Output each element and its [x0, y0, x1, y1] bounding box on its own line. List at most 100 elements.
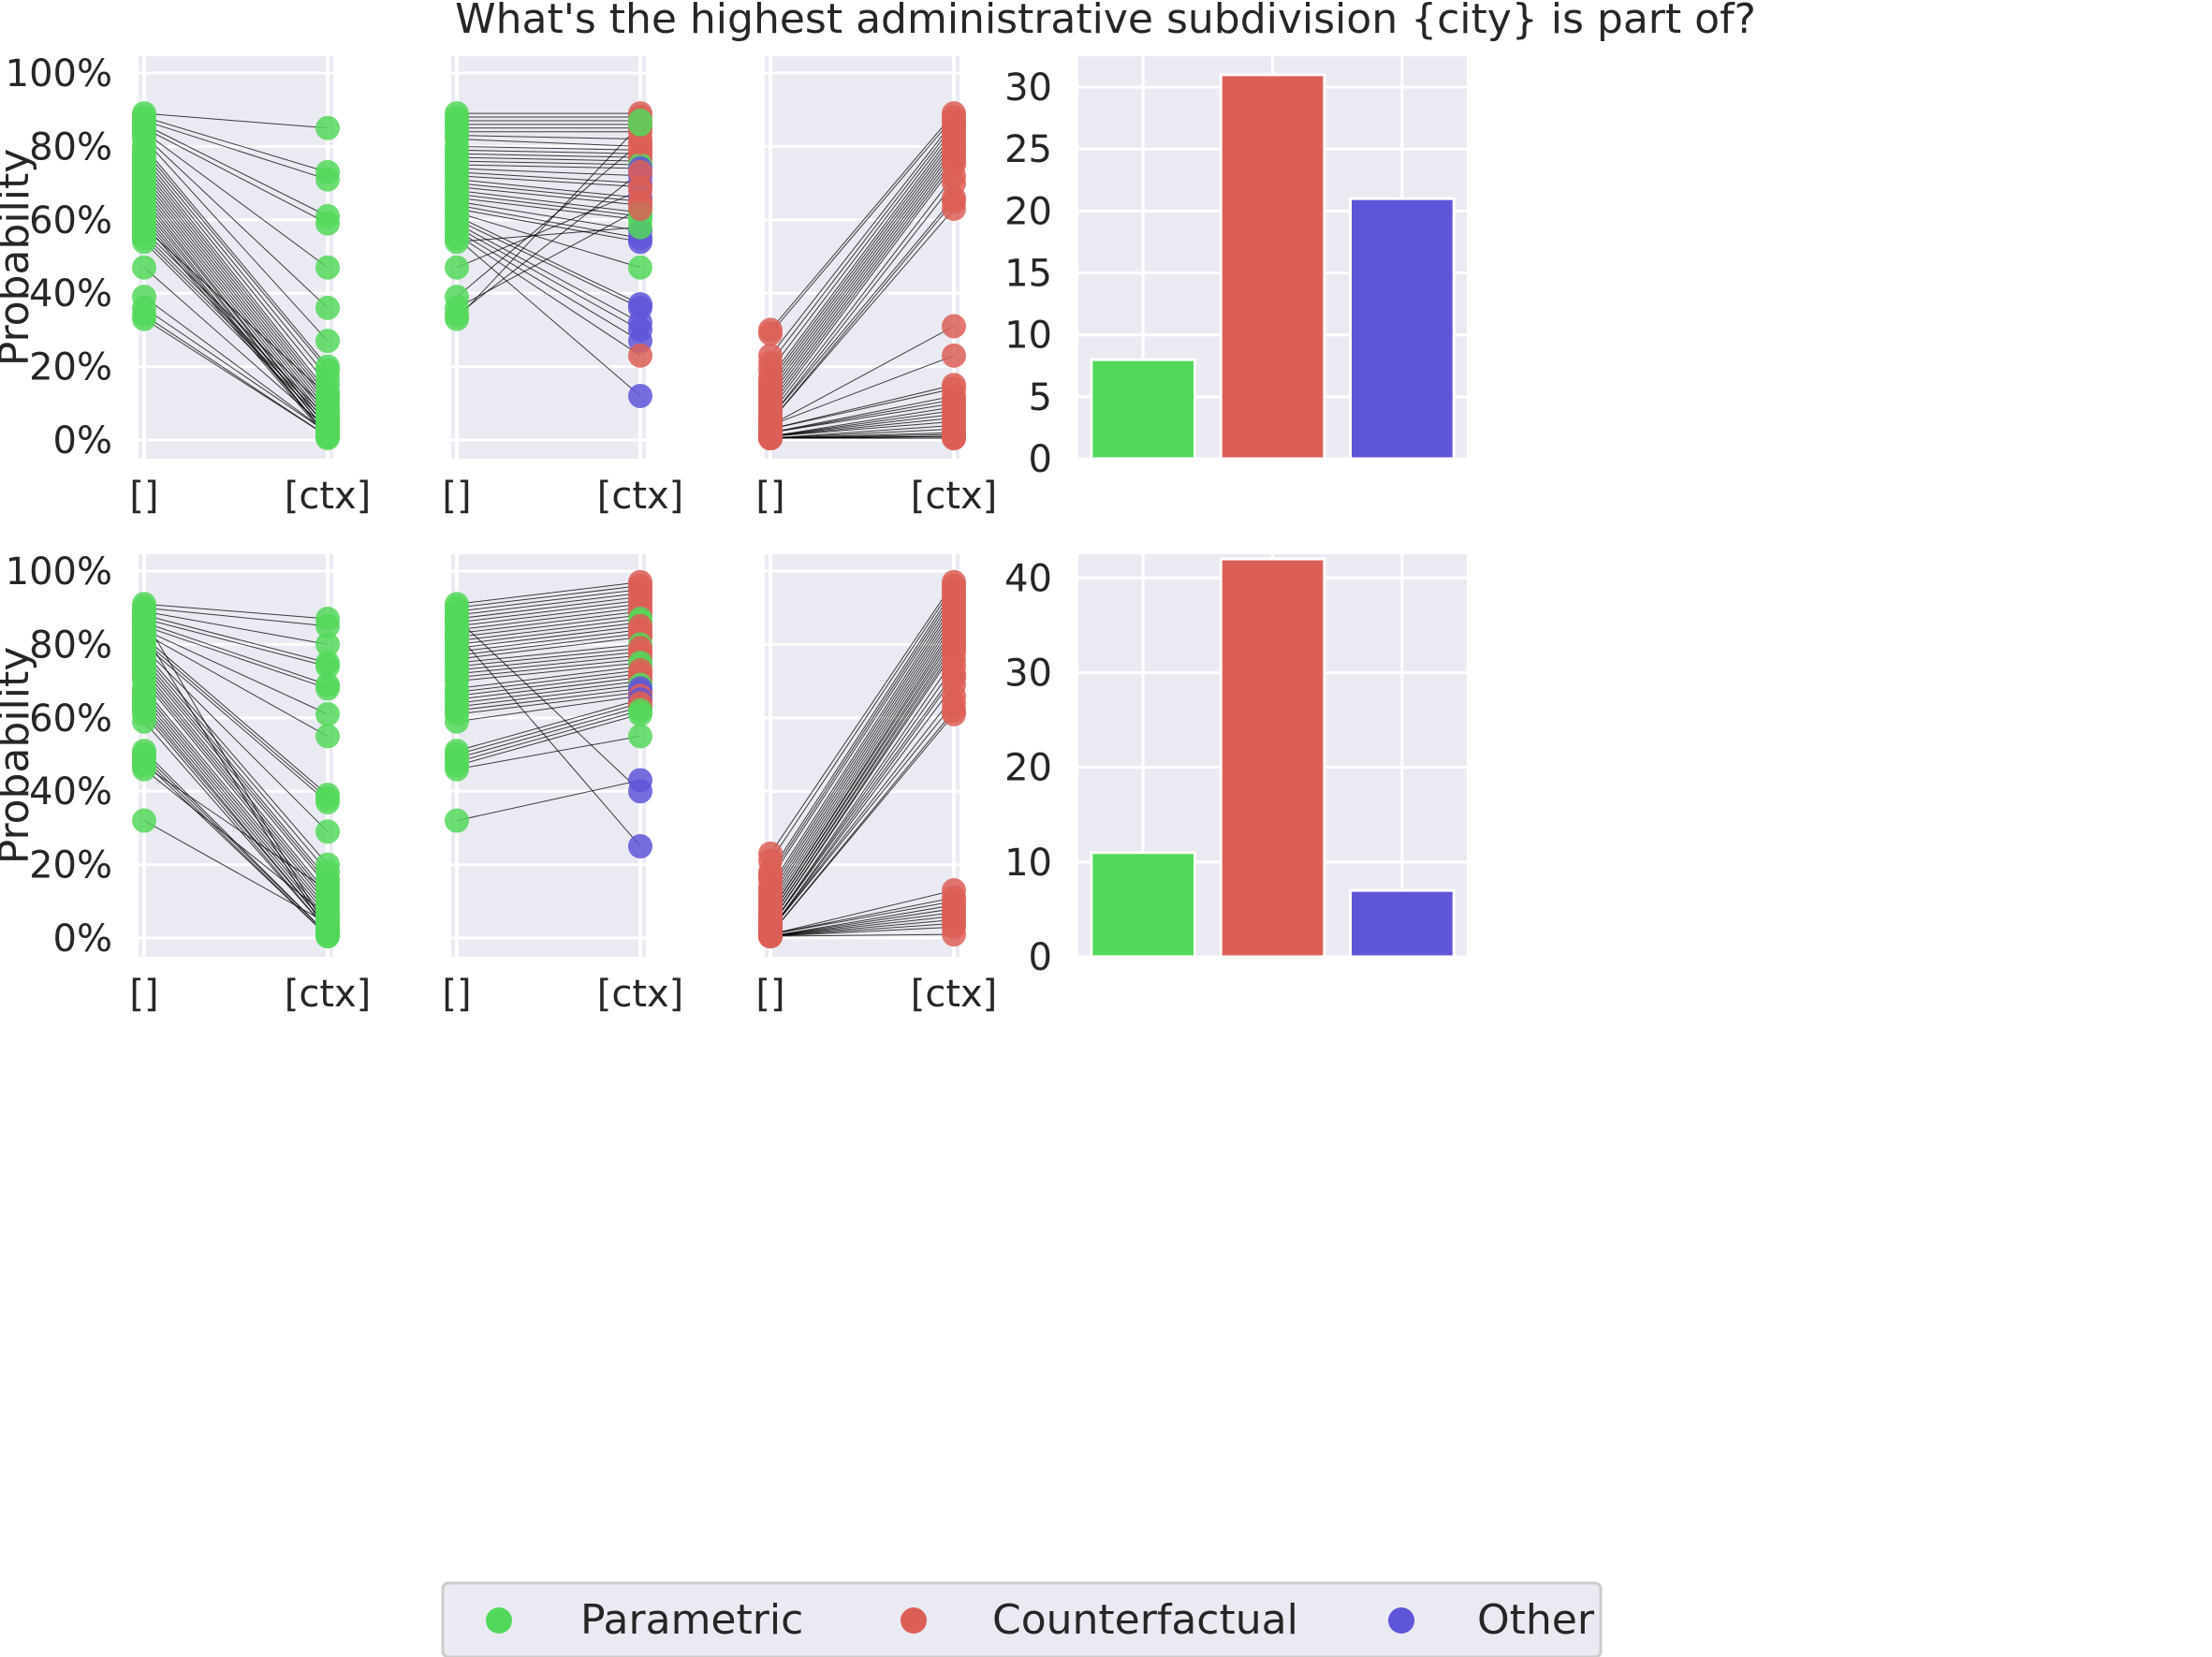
slope-line [769, 406, 955, 437]
slope-line [143, 315, 329, 437]
slope-line [456, 618, 641, 792]
point-left [445, 229, 469, 255]
point-right [628, 834, 652, 858]
slope-line [456, 695, 641, 723]
y-tick-label: 10 [1004, 315, 1052, 358]
point-right [628, 255, 652, 280]
point-left [445, 709, 469, 734]
slope-line [143, 307, 329, 433]
slope-line [769, 897, 955, 935]
slope-line [143, 662, 329, 884]
y-tick-label: 30 [1004, 66, 1052, 110]
slope-line [769, 127, 955, 371]
slope-line [456, 160, 641, 166]
legend: Parametric Counterfactual Other [441, 1581, 1603, 1657]
bar-other [1349, 197, 1456, 461]
point-right [315, 922, 340, 947]
slope-line [456, 698, 641, 752]
panel-background [451, 554, 646, 957]
slope-line [456, 164, 641, 169]
slope-line [769, 585, 955, 861]
slope-line [769, 388, 955, 430]
slope-line [143, 614, 329, 664]
panel-r1-c2: [] [ctx] [755, 554, 997, 1016]
slope-line [769, 933, 955, 937]
slope-line [769, 355, 955, 426]
slope-line [456, 223, 641, 323]
slope-line [143, 267, 329, 430]
slope-line [143, 647, 329, 832]
slope-line [769, 116, 955, 334]
slope-line [769, 904, 955, 937]
slope-line [769, 156, 955, 404]
legend-label-counterfactual: Counterfactual [992, 1596, 1298, 1644]
slope-line [143, 692, 329, 913]
slope-line [769, 600, 955, 887]
point-right [628, 214, 652, 240]
slope-line [143, 688, 329, 909]
panel-r1-c3: 0 10 20 30 40 [1004, 554, 1467, 979]
slope-line [143, 677, 329, 902]
y-tick-label: 0% [53, 917, 112, 960]
y-tick-label: 40% [29, 272, 112, 315]
y-tick-label: 100% [6, 550, 112, 594]
slope-line [769, 610, 955, 899]
bar-counterfactual [1219, 557, 1326, 959]
slope-line [769, 208, 955, 422]
slope-line [456, 651, 641, 671]
slope-line [456, 710, 641, 763]
slope-line [456, 171, 641, 316]
y-tick-label: 0 [1029, 936, 1052, 979]
slope-line [769, 183, 955, 418]
slope-line [143, 754, 329, 935]
slope-line [456, 669, 641, 693]
point-left [445, 306, 469, 331]
point-left [132, 621, 156, 646]
slope-line [456, 183, 641, 202]
slope-line [769, 901, 955, 935]
slope-line [143, 153, 329, 378]
point-right [628, 343, 652, 368]
panel-r0-c3: 0 5 10 15 20 25 30 [1004, 56, 1467, 481]
panel-background [765, 56, 960, 459]
slope-line [769, 713, 955, 935]
point-right [315, 424, 340, 449]
slope-line [769, 175, 955, 415]
slope-line [143, 765, 329, 891]
slope-line [769, 153, 955, 401]
slope-line [769, 326, 955, 426]
slope-line [143, 710, 329, 928]
panels: 0%20%40%60%80%100%Probability[] [ctx][] [c… [0, 52, 1467, 1016]
slope-line [143, 654, 329, 872]
slope-line [456, 200, 641, 232]
slope-line [143, 164, 329, 397]
slope-line [456, 581, 641, 605]
slope-line [769, 607, 955, 895]
slope-line [143, 625, 329, 689]
point-left [445, 756, 469, 782]
slope-line [769, 395, 955, 433]
point-right [315, 255, 340, 280]
slope-line [456, 139, 641, 147]
slope-line [456, 633, 641, 656]
slope-line [769, 918, 955, 937]
point-right [315, 819, 340, 844]
point-right [942, 701, 966, 726]
slope-line [769, 581, 955, 855]
slope-line [456, 186, 641, 206]
slope-line [456, 593, 641, 616]
y-tick-label: 20% [29, 844, 112, 887]
slope-line [143, 633, 329, 737]
point-right [315, 789, 340, 814]
x-tick-label: [] [442, 973, 471, 1016]
slope-line [143, 761, 329, 937]
slope-line [456, 673, 641, 697]
slope-line [769, 410, 955, 437]
slope-line [143, 160, 329, 393]
slope-line [456, 585, 641, 609]
slope-line [456, 189, 641, 213]
point-right [628, 779, 652, 804]
legend-label-parametric: Parametric [580, 1596, 803, 1644]
slope-line [143, 698, 329, 920]
point-right [628, 724, 652, 749]
